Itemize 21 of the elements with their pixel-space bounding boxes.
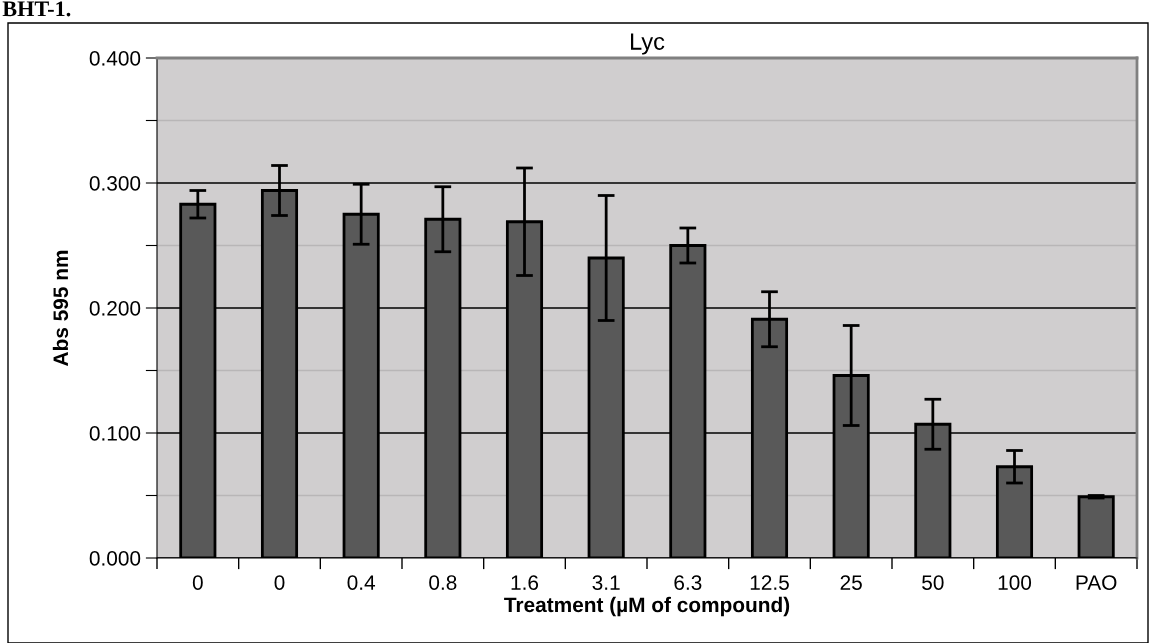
- x-tick-label: 0.4: [347, 575, 376, 590]
- x-tick-label: 3.1: [592, 575, 620, 590]
- x-tick-label: 25: [840, 575, 862, 590]
- x-tick-label: 0: [192, 575, 203, 590]
- x-axis-title: Treatment (µM of compound): [504, 596, 790, 617]
- y-tick-label: 0.300: [89, 176, 141, 191]
- x-tick-label: 1.6: [511, 575, 539, 590]
- x-tick-label: 50: [922, 575, 944, 590]
- y-tick-label: 0.100: [89, 426, 141, 441]
- x-tick-label: 12.5: [750, 575, 789, 590]
- x-tick-label: 6.3: [674, 575, 702, 590]
- x-tick-label: 0.8: [429, 575, 457, 590]
- y-tick-label: 0.000: [89, 551, 141, 566]
- y-tick-label: 0.200: [89, 301, 141, 316]
- y-tick-label: 0.400: [89, 51, 141, 66]
- x-tick-label: 100: [998, 575, 1032, 590]
- y-axis-title: Abs 595 nm: [52, 250, 69, 366]
- chart-title: Lyc: [631, 33, 665, 55]
- x-tick-label: 0: [274, 575, 285, 590]
- text: BHT-1.: [2, 1, 71, 17]
- x-tick-label: PAO: [1076, 575, 1117, 590]
